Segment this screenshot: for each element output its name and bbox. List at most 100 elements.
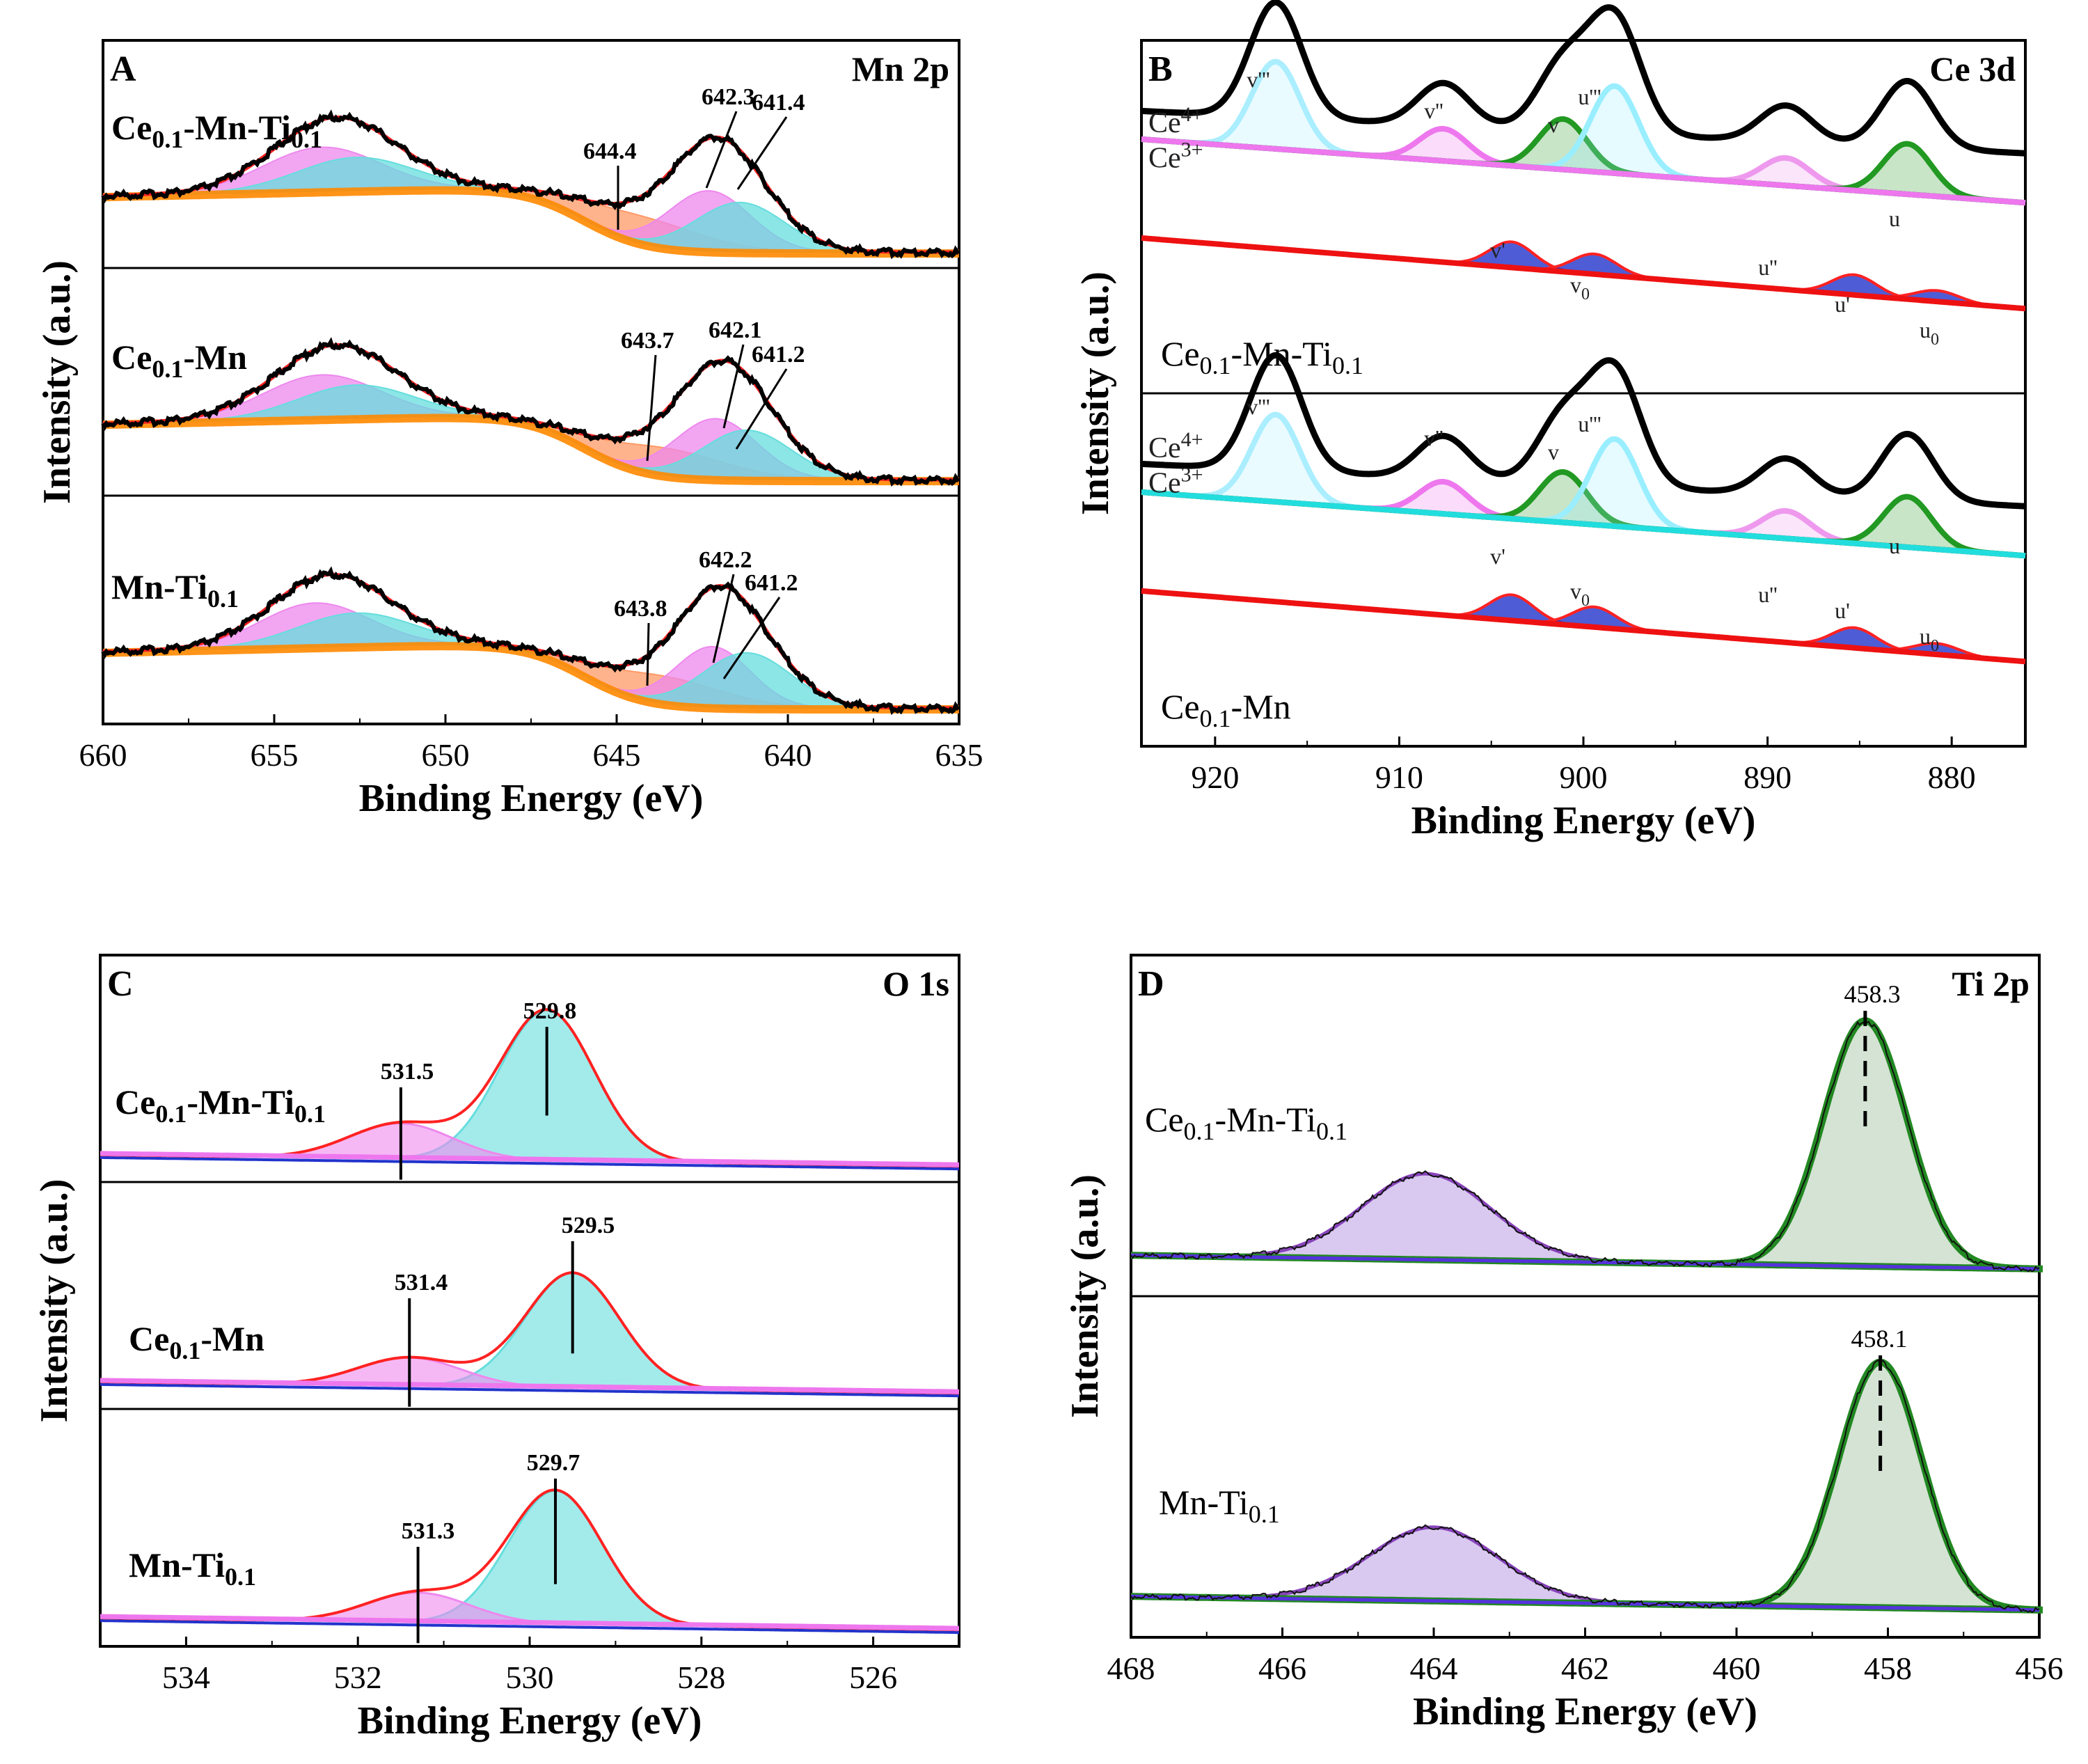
peak-marker-line bbox=[722, 597, 781, 679]
peak-marker-line bbox=[705, 111, 738, 189]
sample-label-part: -Mn-Ti bbox=[183, 108, 291, 147]
component-label: u''' bbox=[1578, 84, 1601, 109]
panel-element-label: Ti 2p bbox=[1952, 964, 2030, 1003]
sample-label-part: 0.1 bbox=[207, 585, 239, 613]
sample-label-part: 0.1 bbox=[152, 125, 183, 153]
background-line bbox=[100, 1619, 959, 1635]
baseline bbox=[100, 1614, 959, 1631]
ce4-baseline bbox=[1141, 489, 2026, 559]
state-label-ce3-part: Ce bbox=[1148, 143, 1181, 175]
peak-label: 641.2 bbox=[745, 570, 798, 596]
state-label-ce4-part: 4+ bbox=[1181, 428, 1203, 451]
sample-label-part: Ce bbox=[111, 108, 152, 147]
raw-spectrum bbox=[1141, 352, 2026, 510]
sample-label-part: Mn-Ti bbox=[1159, 1483, 1249, 1522]
sample-label-part: 0.1 bbox=[1249, 1500, 1280, 1528]
sample-label-part: 0.1 bbox=[1332, 352, 1363, 379]
state-label-ce3-part: 3+ bbox=[1181, 464, 1203, 487]
component-label: v bbox=[1548, 112, 1559, 137]
x-tick-label: 900 bbox=[1560, 759, 1608, 795]
baseline bbox=[100, 1378, 960, 1394]
component-label: u bbox=[1889, 206, 1900, 231]
peak-marker-line bbox=[735, 368, 788, 450]
sample-label-part: 0.1 bbox=[291, 125, 322, 153]
background-line bbox=[100, 1156, 960, 1171]
sample-label-part: Ce bbox=[111, 338, 152, 377]
x-axis-title: Binding Energy (eV) bbox=[1411, 799, 1756, 842]
background-line bbox=[1131, 1594, 2039, 1612]
raw-spectrum bbox=[101, 566, 960, 716]
background-line bbox=[102, 414, 959, 486]
x-tick-label: 462 bbox=[1561, 1651, 1609, 1686]
background-line bbox=[102, 642, 959, 714]
ce4-baseline bbox=[1141, 136, 2026, 206]
sample-label: Ce0.1-Mn bbox=[111, 338, 247, 383]
panel-element-label: Mn 2p bbox=[852, 49, 949, 88]
background-line bbox=[100, 1383, 960, 1398]
x-tick-label: 464 bbox=[1410, 1651, 1458, 1686]
sample-label: Mn-Ti0.1 bbox=[1159, 1483, 1280, 1528]
component-label: u'' bbox=[1758, 255, 1778, 280]
sample-label-part: Ce bbox=[129, 1319, 169, 1358]
peak-label: 529.8 bbox=[523, 998, 577, 1024]
panel-element-label: Ce 3d bbox=[1929, 49, 2016, 88]
peak-label: 458.3 bbox=[1844, 980, 1901, 1008]
peak-label: 642.3 bbox=[702, 84, 755, 110]
y-axis-title: Intensity (a.u.) bbox=[1063, 1174, 1107, 1418]
panel-letter: A bbox=[110, 49, 136, 89]
sample-label-part: 0.1 bbox=[294, 1100, 326, 1128]
sample-label: Ce0.1-Mn-Ti0.1 bbox=[111, 108, 322, 153]
x-tick-label: 650 bbox=[422, 737, 470, 773]
component-label: u bbox=[1889, 533, 1900, 558]
peak-label: 643.8 bbox=[614, 596, 667, 622]
x-tick-label: 640 bbox=[764, 737, 812, 773]
ce3-baseline bbox=[1141, 588, 2026, 665]
sample-label-part: 0.1 bbox=[1200, 704, 1231, 732]
peak-marker-line bbox=[712, 574, 735, 663]
peak-label: 529.5 bbox=[562, 1213, 615, 1238]
sub-panel-Ce0.1-Mn-Ti0.1: Ce4+Ce3+Ce0.1-Mn-Ti0.1v'''v''vu'''u''uv'… bbox=[1141, 0, 2026, 379]
peak-label: 641.4 bbox=[752, 90, 805, 116]
peak-label: 642.1 bbox=[709, 317, 762, 343]
sample-label-part: 0.1 bbox=[152, 355, 183, 383]
sub-panel-Mn-Ti0.1: Mn-Ti0.1 531.3 529.7 bbox=[100, 1450, 959, 1644]
x-tick-label: 468 bbox=[1107, 1651, 1155, 1686]
x-tick-label: 635 bbox=[935, 737, 983, 773]
raw-spectrum bbox=[1130, 1021, 2040, 1273]
x-tick-label: 890 bbox=[1743, 759, 1792, 795]
background-line bbox=[102, 186, 959, 258]
peak-label: 643.7 bbox=[621, 328, 674, 354]
panel-letter: C bbox=[107, 964, 134, 1004]
state-label-ce4-part: Ce bbox=[1148, 107, 1181, 139]
sample-label: Mn-Ti0.1 bbox=[129, 1545, 256, 1591]
sample-label: Ce0.1-Mn bbox=[129, 1319, 264, 1364]
y-axis-title: Intensity (a.u.) bbox=[35, 260, 79, 504]
x-tick-label: 460 bbox=[1713, 1651, 1761, 1686]
component-label: v' bbox=[1490, 237, 1505, 262]
panel-letter: D bbox=[1138, 964, 1164, 1004]
raw-spectrum bbox=[101, 109, 960, 260]
component-label: v'' bbox=[1424, 425, 1444, 450]
state-label-ce4: Ce4+ bbox=[1148, 103, 1203, 139]
state-label-ce3-part: Ce bbox=[1148, 468, 1181, 500]
x-tick-label: 458 bbox=[1864, 1651, 1912, 1686]
sample-label: Ce0.1-Mn bbox=[1161, 687, 1291, 732]
panel-A: 660 655 650 645 640 635 Binding Energy (eV) Int… bbox=[35, 39, 983, 820]
state-label-ce3-part: 3+ bbox=[1181, 139, 1203, 162]
sample-label-part: -Mn bbox=[1231, 687, 1291, 726]
component-label: u'' bbox=[1758, 582, 1778, 607]
y-axis-title: Intensity (a.u.) bbox=[1074, 271, 1117, 515]
panel-letter: B bbox=[1148, 49, 1173, 89]
peak-label: 531.3 bbox=[402, 1518, 455, 1544]
peak-label: 531.4 bbox=[395, 1270, 448, 1296]
state-label-ce4-part: 4+ bbox=[1181, 103, 1203, 126]
sample-label-part: -Mn-Ti bbox=[187, 1082, 294, 1121]
sample-label-part: 0.1 bbox=[225, 1563, 256, 1591]
x-tick-label: 920 bbox=[1191, 759, 1239, 795]
state-label-ce3: Ce3+ bbox=[1148, 139, 1203, 175]
